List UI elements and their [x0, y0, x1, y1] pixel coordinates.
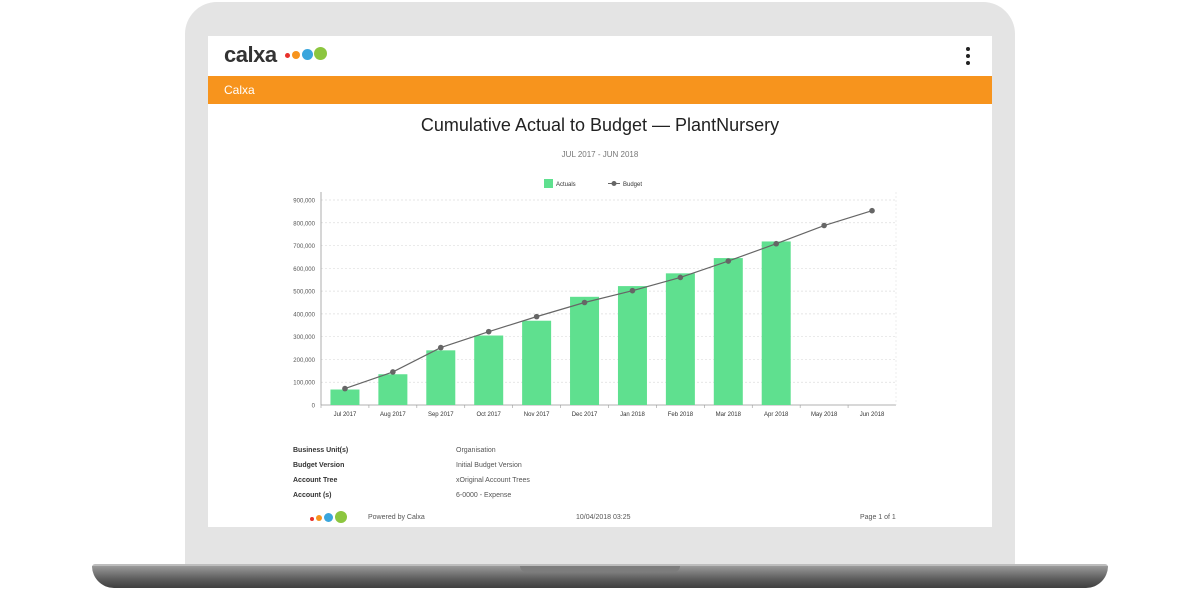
logo-dot-blue: [302, 49, 313, 60]
budget-point: [581, 299, 588, 306]
budget-point: [485, 328, 492, 335]
legend-budget-marker: [611, 181, 617, 186]
actuals-bar: [378, 374, 408, 405]
x-tick-label: Jul 2017: [334, 412, 357, 418]
detail-value: Initial Budget Version: [456, 462, 522, 469]
x-tick-label: Oct 2017: [477, 412, 502, 418]
logo-dot-red: [285, 53, 290, 58]
report-timestamp: 10/04/2018 03:25: [576, 514, 631, 521]
y-tick-label: 500,000: [293, 290, 315, 296]
logo-dot-orange: [292, 51, 300, 59]
laptop-notch: [520, 566, 680, 572]
actuals-bar: [761, 241, 791, 405]
x-tick-label: May 2018: [811, 412, 838, 418]
budget-line: [344, 210, 873, 390]
y-tick-label: 700,000: [293, 244, 315, 250]
detail-value: Organisation: [456, 447, 496, 454]
x-tick-label: Mar 2018: [716, 412, 742, 418]
actuals-bar: [570, 296, 600, 405]
detail-label: Budget Version: [293, 462, 345, 469]
y-tick-label: 600,000: [293, 267, 315, 273]
y-tick-label: 400,000: [293, 312, 315, 318]
actuals-bar: [330, 389, 360, 405]
report-subtitle: JUL 2017 - JUN 2018: [561, 150, 639, 159]
x-tick-label: Feb 2018: [668, 412, 694, 418]
actuals-bar: [426, 350, 456, 405]
budget-point: [821, 222, 827, 229]
detail-value: xOriginal Account Trees: [456, 477, 530, 484]
footer-dot-green: [335, 511, 347, 523]
actuals-bar: [665, 273, 695, 405]
legend-actuals-swatch: [544, 179, 553, 188]
page-number: Page 1 of 1: [860, 514, 896, 521]
x-tick-label: Dec 2017: [572, 412, 598, 418]
x-tick-label: Jan 2018: [620, 412, 645, 418]
x-tick-label: Apr 2018: [764, 412, 789, 418]
report-title: Cumulative Actual to Budget — PlantNurse…: [420, 115, 780, 135]
legend-budget-label: Budget: [623, 182, 642, 188]
budget-point: [342, 385, 348, 392]
budget-point: [533, 313, 540, 320]
y-tick-label: 300,000: [293, 335, 315, 341]
actuals-bar: [713, 258, 743, 405]
screen: calxa Calxa Cumulative Actual to Budget …: [208, 36, 992, 527]
budget-point: [773, 240, 780, 247]
section-title: Calxa: [224, 83, 255, 97]
y-tick-label: 900,000: [293, 199, 315, 205]
x-tick-label: Sep 2017: [428, 412, 454, 418]
calxa-logo[interactable]: calxa: [224, 42, 277, 67]
x-tick-label: Jun 2018: [860, 412, 885, 418]
budget-point: [677, 274, 684, 281]
budget-point: [437, 344, 444, 351]
budget-point: [629, 287, 636, 294]
powered-by-text: Powered by Calxa: [368, 514, 425, 521]
section-header-bar: Calxa: [208, 76, 992, 104]
laptop-base: [92, 566, 1108, 588]
legend-actuals-label: Actuals: [556, 182, 576, 188]
detail-label: Account Tree: [293, 477, 338, 484]
y-tick-label: 100,000: [293, 381, 315, 387]
actuals-bar: [474, 335, 504, 405]
detail-label: Account (s): [293, 492, 332, 499]
x-tick-label: Nov 2017: [524, 412, 550, 418]
footer-dot-blue: [324, 513, 333, 522]
x-tick-label: Aug 2017: [380, 412, 406, 418]
y-tick-label: 200,000: [293, 358, 315, 364]
actuals-bar: [617, 286, 647, 405]
kebab-menu-icon[interactable]: [960, 46, 976, 66]
detail-value: 6-0000 - Expense: [456, 492, 512, 499]
cumulative-chart: 0 100,000 200,000 300,000 400,000 500,000 600,…: [293, 179, 897, 418]
logo-dot-green: [314, 47, 327, 60]
actuals-bar: [522, 320, 552, 405]
detail-label: Business Unit(s): [293, 447, 349, 454]
footer-dot-orange: [316, 515, 322, 521]
y-tick-label: 0: [312, 404, 316, 410]
footer-dot-red: [310, 517, 314, 521]
budget-point: [725, 258, 732, 264]
budget-point: [390, 369, 396, 375]
y-tick-label: 800,000: [293, 221, 315, 227]
top-bar: calxa: [208, 36, 992, 77]
budget-point: [869, 207, 875, 214]
